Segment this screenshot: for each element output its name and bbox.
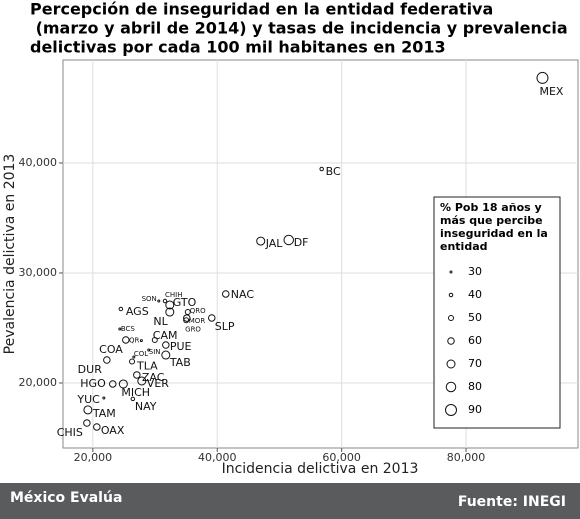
- bubble: [83, 405, 93, 415]
- point-label: JAL: [265, 237, 284, 250]
- bubble: [162, 341, 170, 349]
- bubble: [183, 317, 190, 324]
- point-label: MOR: [189, 317, 206, 325]
- point-label: QR: [129, 337, 140, 345]
- point-label: NL: [153, 315, 168, 328]
- point-label: PUE: [170, 340, 192, 353]
- bubble: [162, 298, 168, 304]
- bubble: [137, 376, 147, 386]
- bubble: [161, 350, 171, 360]
- point-label: MEX: [539, 85, 563, 98]
- point-label: AGS: [126, 305, 149, 318]
- x-tick-label: 80,000: [447, 451, 486, 464]
- bubble: [256, 236, 266, 246]
- point-label: SLP: [215, 320, 235, 333]
- legend-title: inseguridad en la: [440, 227, 548, 240]
- footer-right: Fuente: INEGI: [458, 494, 566, 510]
- bubble: [102, 396, 106, 400]
- legend-label: 80: [468, 380, 482, 393]
- bubble: [165, 300, 175, 310]
- point-label: NAY: [135, 400, 157, 413]
- legend-key: [447, 337, 455, 345]
- bubble: [151, 336, 158, 343]
- legend-label: 90: [468, 403, 482, 416]
- point-label: SIN: [149, 348, 161, 356]
- chart-title: Percepción de inseguridad en la entidad …: [30, 0, 493, 19]
- point-label: CAM: [153, 329, 178, 342]
- bubble: [319, 166, 324, 172]
- point-label: TAM: [92, 407, 116, 420]
- bubble: [165, 307, 175, 317]
- bubble: [147, 348, 151, 352]
- point-label: OAX: [101, 424, 125, 437]
- legend-title: más que percibe: [440, 214, 543, 227]
- bubble: [208, 314, 216, 322]
- point-label: QRO: [190, 307, 206, 315]
- legend-key: [449, 270, 453, 274]
- bubble: [118, 306, 124, 312]
- y-tick-label: 30,000: [19, 266, 58, 279]
- bubble: [130, 396, 136, 402]
- legend-label: 40: [468, 288, 482, 301]
- footer-bar: [0, 483, 580, 519]
- bubble: [283, 234, 294, 246]
- bubble: [93, 423, 101, 431]
- legend-label: 60: [468, 334, 482, 347]
- footer-left: México Evalúa: [10, 490, 122, 506]
- point-label: GRO: [185, 325, 201, 333]
- legend-key: [448, 292, 454, 298]
- point-label: BCS: [121, 325, 136, 333]
- point-label: DF: [294, 236, 309, 249]
- x-tick-label: 60,000: [322, 451, 361, 464]
- point-label: CHIH: [165, 291, 182, 299]
- bubble: [132, 355, 136, 359]
- point-label: NAC: [231, 288, 255, 301]
- x-tick-label: 40,000: [198, 451, 237, 464]
- bubble: [118, 379, 128, 389]
- bubble: [83, 419, 91, 427]
- point-label: MICH: [121, 386, 150, 399]
- point-label: VER: [147, 377, 169, 390]
- bubble: [129, 358, 136, 365]
- y-tick-label: 40,000: [19, 156, 58, 169]
- point-label: ZAC: [142, 371, 165, 384]
- legend-key: [448, 315, 454, 321]
- point-label: DUR: [78, 363, 103, 376]
- y-axis-label: Pevalencia delictiva en 2013: [2, 154, 18, 355]
- bubble: [118, 327, 122, 331]
- bubble: [139, 339, 143, 343]
- bubble: [157, 299, 161, 303]
- point-label: GTO: [173, 296, 197, 309]
- bubble: [183, 314, 191, 322]
- legend-key: [445, 381, 457, 393]
- chart-title: delictivas por cada 100 mil habitanes en…: [30, 38, 446, 57]
- legend-label: 30: [468, 265, 482, 278]
- point-label: CHIS: [57, 426, 83, 439]
- bubble: [222, 290, 230, 298]
- x-tick-label: 20,000: [74, 451, 113, 464]
- legend-label: 50: [468, 311, 482, 324]
- bubble: [122, 336, 130, 344]
- point-label: YUC: [76, 393, 100, 406]
- legend-key: [445, 404, 457, 416]
- bubble: [109, 380, 117, 388]
- chart-title: (marzo y abril de 2014) y tasas de incid…: [30, 19, 568, 38]
- legend-label: 70: [468, 357, 482, 370]
- point-label: COA: [99, 343, 123, 356]
- point-label: TLA: [136, 360, 158, 373]
- point-label: BC: [326, 165, 341, 178]
- point-label: COL: [134, 350, 148, 358]
- point-label: SON: [142, 295, 157, 303]
- y-tick-label: 20,000: [19, 376, 58, 389]
- point-label: HGO: [80, 377, 106, 390]
- bubble: [103, 356, 111, 364]
- bubble: [133, 371, 141, 379]
- legend-title: entidad: [440, 240, 488, 253]
- legend-key: [446, 359, 456, 369]
- bubble: [536, 71, 549, 84]
- point-label: TAB: [169, 356, 191, 369]
- x-axis-label: Incidencia delictiva en 2013: [222, 461, 419, 477]
- legend-title: % Pob 18 años y: [440, 201, 542, 214]
